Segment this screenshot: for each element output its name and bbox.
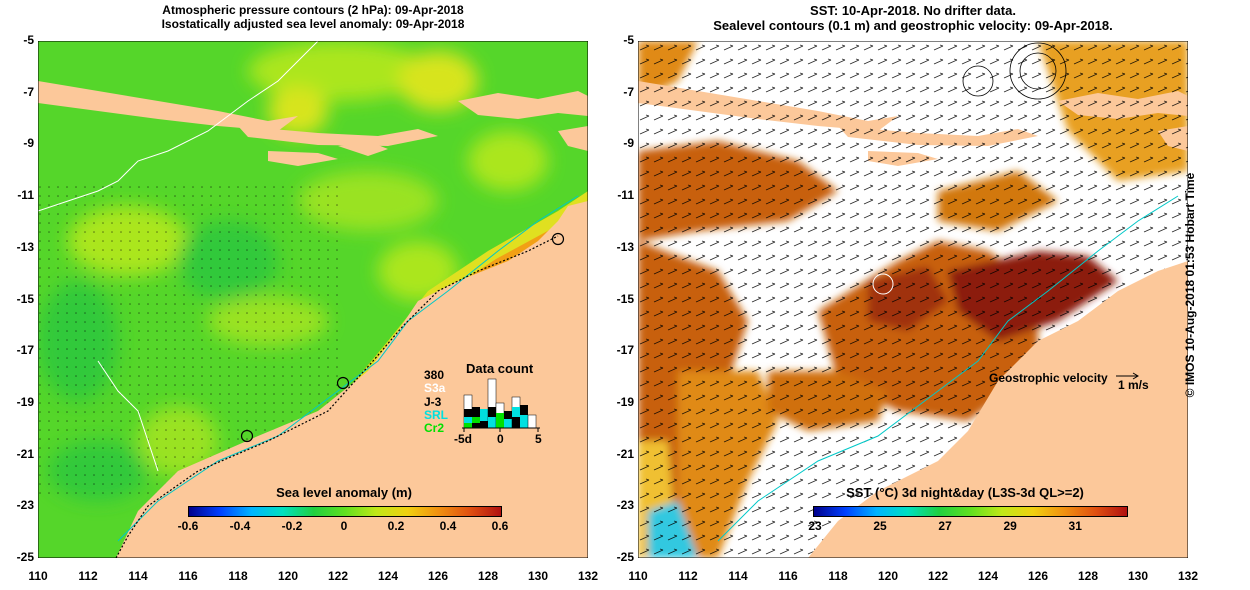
right-y-tick: -15 bbox=[616, 291, 634, 306]
sst-colorbar bbox=[813, 506, 1128, 517]
left-x-tick: 120 bbox=[277, 569, 299, 583]
mission-srl: SRL bbox=[424, 408, 448, 422]
sea-level-colorbar-tick: 0.4 bbox=[439, 519, 457, 533]
left-y-tick: -5 bbox=[23, 33, 34, 47]
sst-colorbar-tick: 29 bbox=[1003, 519, 1017, 533]
left-x-tick: 124 bbox=[377, 569, 399, 583]
right-y-tick: -23 bbox=[616, 498, 634, 513]
right-x-tick: 120 bbox=[877, 569, 899, 583]
left-y-tick: -13 bbox=[16, 239, 34, 254]
mission-cr2: Cr2 bbox=[424, 421, 445, 435]
left-x-tick: 114 bbox=[128, 569, 148, 583]
left-y-tick: -7 bbox=[23, 84, 34, 99]
sst-velocity-map bbox=[638, 41, 1188, 558]
sea-level-colorbar-tick: -0.4 bbox=[229, 519, 251, 533]
right-x-tick: 118 bbox=[828, 569, 848, 583]
geostrophic-velocity-label: Geostrophic velocity bbox=[989, 371, 1108, 385]
right-y-tick: -17 bbox=[616, 343, 634, 358]
data-count-tick-m5: -5d bbox=[454, 432, 472, 446]
right-x-tick: 116 bbox=[778, 569, 798, 583]
left-y-tick: -11 bbox=[17, 188, 34, 203]
mission-s3a: S3a bbox=[424, 381, 446, 395]
sea-level-colorbar-tick: 0.2 bbox=[387, 519, 405, 533]
data-count-bar-chart bbox=[462, 378, 540, 432]
right-y-tick: -5 bbox=[623, 33, 634, 47]
left-y-tick: -15 bbox=[16, 291, 34, 306]
sea-level-colorbar-tick: 0 bbox=[340, 519, 348, 533]
velocity-scale-label: 1 m/s bbox=[1118, 378, 1149, 392]
left-x-tick: 112 bbox=[78, 569, 98, 583]
right-title-line2: Sealevel contours (0.1 m) and geostrophi… bbox=[713, 18, 1113, 33]
sst-colorbar-tick: 25 bbox=[873, 519, 887, 533]
sea-level-colorbar-label: Sea level anomaly (m) bbox=[276, 485, 412, 500]
left-x-tick: 128 bbox=[477, 569, 499, 583]
left-x-tick: 110 bbox=[28, 569, 48, 583]
right-x-tick: 128 bbox=[1077, 569, 1099, 583]
left-y-tick: -17 bbox=[16, 343, 34, 358]
sea-level-colorbar bbox=[188, 506, 502, 517]
velocity-scale-arrow bbox=[1116, 372, 1139, 380]
right-y-tick: -25 bbox=[616, 550, 634, 564]
mission-j3: J-3 bbox=[424, 395, 442, 409]
left-y-tick: -19 bbox=[16, 394, 34, 409]
left-x-tick: 116 bbox=[178, 569, 198, 583]
sea-level-colorbar-tick: -0.6 bbox=[177, 519, 199, 533]
right-x-tick: 132 bbox=[1177, 569, 1199, 583]
left-x-tick: 126 bbox=[427, 569, 449, 583]
right-x-tick: 122 bbox=[927, 569, 949, 583]
left-x-tick: 130 bbox=[527, 569, 549, 583]
right-x-tick: 110 bbox=[628, 569, 648, 583]
right-x-tick: 130 bbox=[1127, 569, 1149, 583]
left-y-tick: -9 bbox=[23, 136, 34, 151]
right-x-tick: 112 bbox=[678, 569, 698, 583]
data-count-bars bbox=[463, 378, 537, 429]
left-y-tick: -21 bbox=[16, 446, 34, 461]
left-title-line1: Atmospheric pressure contours (2 hPa): 0… bbox=[162, 3, 464, 17]
right-x-tick: 126 bbox=[1027, 569, 1049, 583]
imos-credit-text: © IMOS 10-Aug-2018 01:53 Hobart Time bbox=[1183, 172, 1197, 398]
right-y-tick: -11 bbox=[617, 188, 634, 203]
sst-colorbar-label: SST (°C) 3d night&day (L3S-3d QL>=2) bbox=[846, 485, 1084, 500]
right-y-tick: -7 bbox=[623, 84, 634, 99]
sea-level-colorbar-tick: 0.6 bbox=[491, 519, 509, 533]
right-y-tick: -19 bbox=[616, 394, 634, 409]
left-x-tick: 118 bbox=[228, 569, 248, 583]
data-count-title: Data count bbox=[466, 361, 534, 376]
sea-level-colorbar-tick: -0.2 bbox=[281, 519, 303, 533]
data-count-tick-0: 0 bbox=[497, 432, 504, 446]
right-title-line1: SST: 10-Apr-2018. No drifter data. bbox=[810, 3, 1016, 18]
right-y-tick: -9 bbox=[623, 136, 634, 151]
left-x-tick: 122 bbox=[327, 569, 349, 583]
sst-colorbar-tick: 27 bbox=[938, 519, 952, 533]
data-count-max: 380 bbox=[424, 368, 445, 382]
right-x-tick: 114 bbox=[728, 569, 748, 583]
left-y-tick: -25 bbox=[16, 550, 34, 564]
right-x-tick: 124 bbox=[977, 569, 999, 583]
left-y-tick: -23 bbox=[16, 498, 34, 513]
data-count-tick-5: 5 bbox=[535, 432, 542, 446]
sst-colorbar-tick: 31 bbox=[1068, 519, 1082, 533]
left-x-tick: 132 bbox=[577, 569, 599, 583]
sst-colorbar-tick: 23 bbox=[808, 519, 822, 533]
right-y-tick: -21 bbox=[616, 446, 634, 461]
right-y-tick: -13 bbox=[616, 239, 634, 254]
sea-level-anomaly-map bbox=[38, 41, 588, 558]
left-title-line2: Isostatically adjusted sea level anomaly… bbox=[161, 17, 465, 31]
